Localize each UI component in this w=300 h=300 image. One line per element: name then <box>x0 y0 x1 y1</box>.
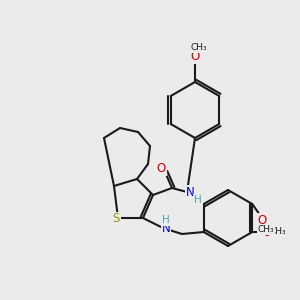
Text: CH₃: CH₃ <box>270 227 286 236</box>
Text: H: H <box>162 215 170 225</box>
Text: N: N <box>162 223 170 236</box>
Text: CH₃: CH₃ <box>258 226 274 235</box>
Text: O: O <box>258 214 267 226</box>
Text: N: N <box>186 185 194 199</box>
Text: O: O <box>262 226 272 238</box>
Text: O: O <box>190 50 200 64</box>
Text: H: H <box>194 195 202 205</box>
Text: O: O <box>156 163 166 176</box>
Text: CH₃: CH₃ <box>191 44 207 52</box>
Text: S: S <box>112 212 120 226</box>
